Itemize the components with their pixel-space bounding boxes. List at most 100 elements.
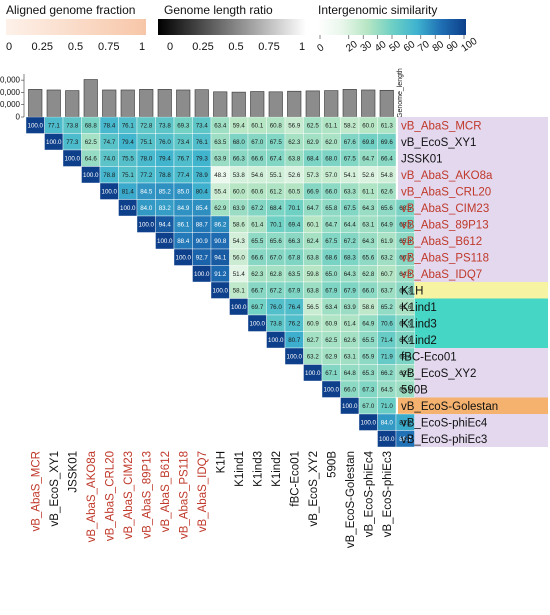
similarity-value: 62.3 bbox=[288, 139, 301, 146]
similarity-value: 69.7 bbox=[251, 304, 264, 311]
row-label: vB_EcoS-phiEc3 bbox=[401, 434, 487, 446]
similarity-value: 67.4 bbox=[270, 155, 283, 162]
similarity-value: 58.2 bbox=[344, 122, 357, 129]
row-label-highlight bbox=[398, 216, 548, 233]
column-label: fBC-Eco01 bbox=[289, 451, 301, 507]
similarity-value: 65.8 bbox=[399, 238, 412, 245]
bar-y-tick-label: 20,000 bbox=[0, 100, 21, 109]
similarity-value: 65.0 bbox=[325, 271, 338, 278]
similarity-value: 74.7 bbox=[103, 139, 116, 146]
legend-aligned-tick-label: 0.5 bbox=[68, 41, 83, 53]
bar-genome-length bbox=[46, 89, 61, 118]
similarity-value: 62.0 bbox=[325, 139, 338, 146]
similarity-value: 54.1 bbox=[344, 172, 357, 179]
row-label: vB_EcoS_XY2 bbox=[401, 368, 476, 380]
similarity-value: 78.4 bbox=[103, 122, 116, 129]
similarity-value: 67.6 bbox=[344, 139, 357, 146]
similarity-value: 57.0 bbox=[325, 172, 338, 179]
similarity-value: 76.4 bbox=[288, 304, 301, 311]
similarity-value: 65.3 bbox=[362, 370, 375, 377]
legend-similarity-tick-label: 70 bbox=[416, 39, 432, 55]
legend-aligned-tick-label: 0.75 bbox=[98, 41, 119, 53]
similarity-value: 62.6 bbox=[344, 337, 357, 344]
similarity-value: 62.5 bbox=[307, 122, 320, 129]
similarity-value: 81.4 bbox=[122, 188, 135, 195]
similarity-value: 62.9 bbox=[214, 205, 227, 212]
similarity-value: 61.9 bbox=[381, 238, 394, 245]
similarity-value: 61.4 bbox=[344, 320, 357, 327]
similarity-value: 61.4 bbox=[251, 221, 264, 228]
legend-length-tick-label: 0.25 bbox=[192, 41, 213, 53]
similarity-value: 60.0 bbox=[362, 122, 375, 129]
similarity-value: 67.2 bbox=[270, 287, 283, 294]
similarity-value: 100.0 bbox=[231, 304, 247, 311]
similarity-value: 52.6 bbox=[362, 172, 375, 179]
similarity-value: 62.7 bbox=[307, 337, 320, 344]
similarity-value: 61.6 bbox=[399, 304, 412, 311]
similarity-value: 68.5 bbox=[399, 221, 412, 228]
legend-length-title: Genome length ratio bbox=[164, 3, 273, 17]
similarity-value: 100.0 bbox=[139, 221, 155, 228]
similarity-value: 55.4 bbox=[214, 188, 227, 195]
legend-similarity-tick-label: 50 bbox=[387, 39, 403, 55]
similarity-value: 67.5 bbox=[344, 205, 357, 212]
similarity-value: 76.0 bbox=[159, 139, 172, 146]
bar-genome-length bbox=[176, 89, 191, 118]
similarity-value: 100.0 bbox=[324, 386, 340, 393]
column-label: vB_AbaS_AKO8a bbox=[86, 450, 98, 542]
similarity-value: 64.6 bbox=[85, 155, 98, 162]
similarity-value: 66.6 bbox=[251, 254, 264, 261]
row-label-highlight bbox=[398, 282, 548, 299]
similarity-value: 100.0 bbox=[361, 419, 377, 426]
similarity-value: 81.2 bbox=[399, 419, 412, 426]
similarity-value: 63.9 bbox=[344, 304, 357, 311]
similarity-value: 63.8 bbox=[307, 254, 320, 261]
legend-similarity-tick-label: 40 bbox=[373, 39, 389, 55]
similarity-value: 48.3 bbox=[214, 172, 227, 179]
bar-genome-length bbox=[324, 90, 339, 118]
similarity-value: 69.3 bbox=[177, 122, 190, 129]
similarity-value: 77.2 bbox=[140, 172, 153, 179]
similarity-value: 78.9 bbox=[196, 172, 209, 179]
similarity-value: 64.5 bbox=[381, 386, 394, 393]
legend-similarity-tick-label: 90 bbox=[445, 39, 461, 55]
similarity-value: 70.6 bbox=[381, 320, 394, 327]
similarity-value: 62.8 bbox=[270, 271, 283, 278]
bar-genome-length bbox=[342, 89, 357, 118]
column-label: vB_EcoS-phiEc3 bbox=[382, 451, 394, 537]
similarity-value: 64.7 bbox=[307, 205, 320, 212]
similarity-value: 63.5 bbox=[288, 271, 301, 278]
similarity-value: 85.0 bbox=[177, 188, 190, 195]
similarity-value: 100.0 bbox=[379, 436, 395, 443]
similarity-value: 62.6 bbox=[381, 188, 394, 195]
similarity-value: 76.2 bbox=[288, 320, 301, 327]
legend-length-tick-label: 0 bbox=[167, 41, 173, 53]
similarity-value: 88.7 bbox=[196, 221, 209, 228]
similarity-value: 65.5 bbox=[362, 337, 375, 344]
similarity-value: 61.2 bbox=[270, 188, 283, 195]
similarity-value: 94.1 bbox=[214, 254, 227, 261]
similarity-value: 64.7 bbox=[325, 221, 338, 228]
similarity-value: 51.4 bbox=[233, 271, 246, 278]
row-label: vB_AbaS_CRL20 bbox=[401, 186, 491, 198]
similarity-value: 64.8 bbox=[344, 370, 357, 377]
similarity-value: 68.5 bbox=[399, 205, 412, 212]
legend-similarity-title: Intergenomic similarity bbox=[318, 3, 437, 17]
column-label: K1H bbox=[215, 451, 227, 473]
bar-genome-length bbox=[361, 89, 376, 118]
legend-similarity-tick-label: 100 bbox=[459, 36, 479, 55]
similarity-value: 66.0 bbox=[362, 287, 375, 294]
similarity-cell bbox=[395, 380, 415, 398]
similarity-value: 64.3 bbox=[362, 205, 375, 212]
similarity-value: 59.4 bbox=[233, 122, 246, 129]
genome-length-bar-chart: 60,000 40,000 20,000 0 Genome_length bbox=[0, 68, 404, 121]
similarity-value: 53.8 bbox=[233, 172, 246, 179]
similarity-value: 66.6 bbox=[251, 155, 264, 162]
similarity-value: 77.3 bbox=[66, 139, 79, 146]
bar-genome-length bbox=[287, 90, 302, 118]
similarity-value: 61.3 bbox=[381, 122, 394, 129]
similarity-value: 66.3 bbox=[399, 287, 412, 294]
similarity-value: 66.9 bbox=[307, 188, 320, 195]
similarity-value: 73.8 bbox=[66, 122, 79, 129]
